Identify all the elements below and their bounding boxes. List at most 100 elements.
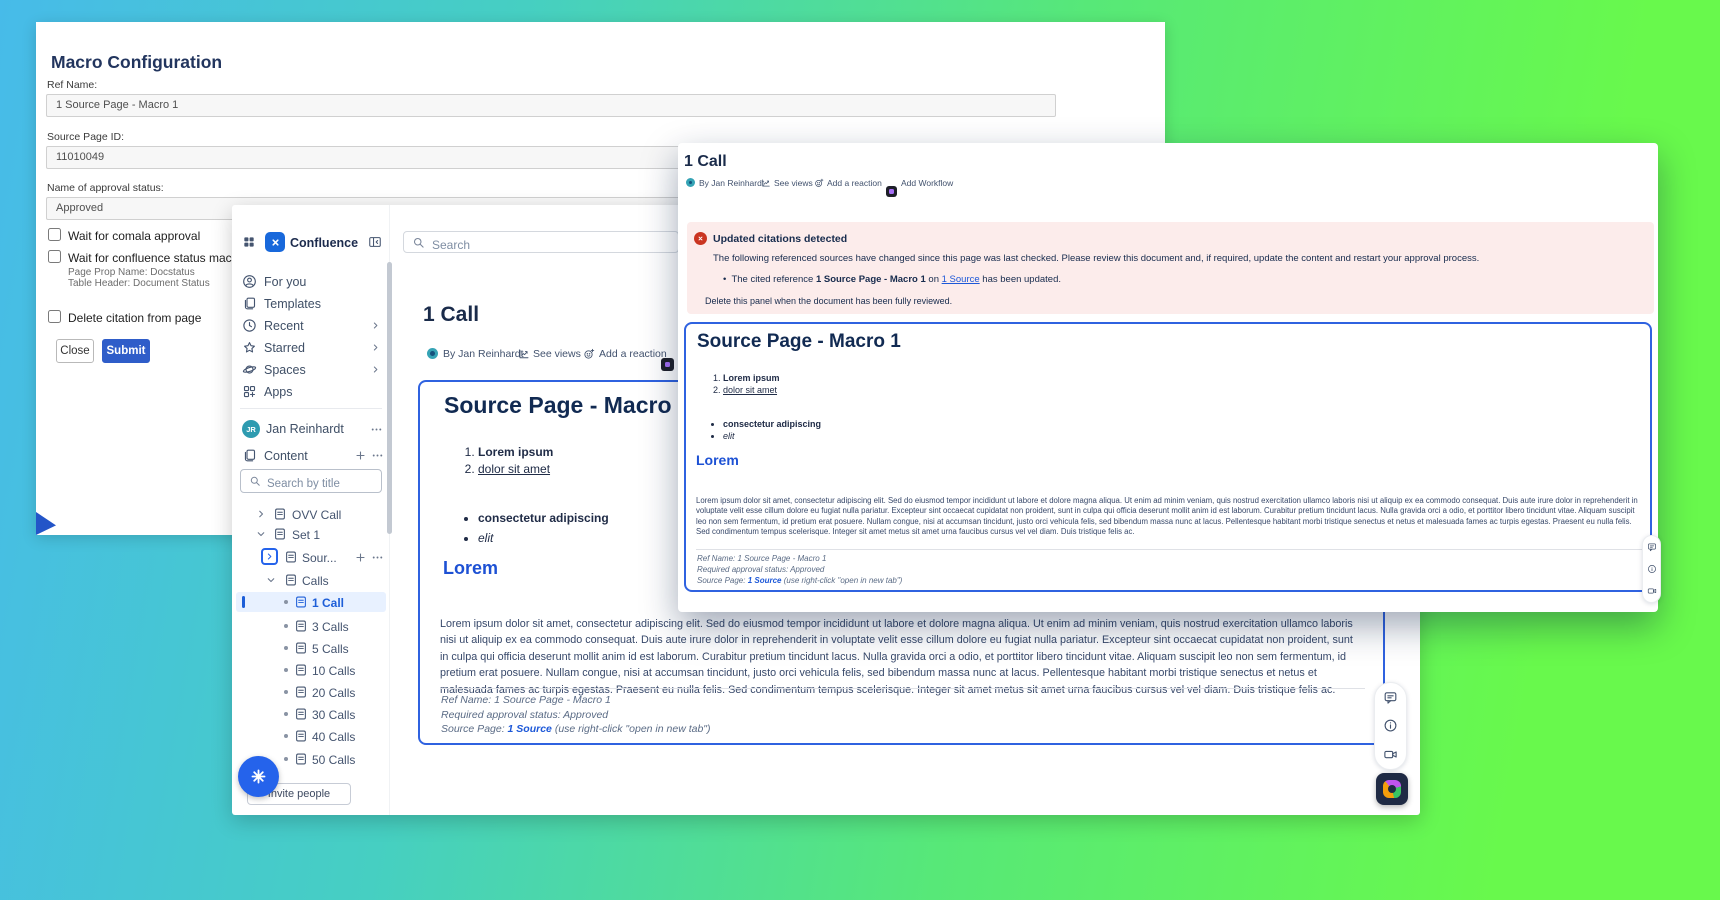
add-reaction-link[interactable]: Add a reaction: [827, 178, 882, 188]
workflow-app-icon[interactable]: [661, 358, 674, 371]
focused-chevron-button[interactable]: [261, 548, 278, 565]
sidebar-user-row[interactable]: JR Jan Reinhardt: [232, 419, 390, 441]
collapse-sidebar-icon[interactable]: [368, 235, 382, 249]
page-title: 1 Call: [423, 303, 480, 326]
confluence-logo[interactable]: [265, 232, 285, 252]
search-placeholder: Search: [432, 238, 471, 252]
chevron-down-icon[interactable]: [255, 528, 267, 540]
content-more-icon[interactable]: [371, 449, 384, 462]
rovo-spark-button[interactable]: [238, 756, 279, 797]
search-by-title-input[interactable]: Search by title: [240, 469, 382, 493]
add-reaction-icon[interactable]: [583, 348, 595, 360]
sidebar-item-recent[interactable]: Recent: [232, 315, 390, 336]
page-icon: [294, 729, 308, 743]
app-name: Confluence: [290, 236, 359, 250]
page-icon: [294, 685, 308, 699]
page-more-icon[interactable]: [371, 551, 384, 564]
source-link[interactable]: 1 Source: [941, 274, 980, 285]
ordered-item-link[interactable]: dolor sit amet: [478, 462, 551, 476]
bullet-dot: [284, 646, 288, 650]
source-link[interactable]: 1 Source: [507, 723, 552, 735]
tree-item-label: 3 Calls: [312, 620, 349, 634]
bullet-item-text: elit: [723, 431, 735, 441]
bullet-dot: [284, 624, 288, 628]
video-icon[interactable]: [1383, 747, 1398, 762]
ordered-item-link[interactable]: dolor sit amet: [723, 385, 778, 395]
tree-item-label: 10 Calls: [312, 664, 356, 678]
submit-button[interactable]: Submit: [102, 339, 150, 363]
info-icon[interactable]: [1647, 564, 1657, 574]
info-icon[interactable]: [1383, 718, 1398, 733]
add-content-icon[interactable]: [354, 449, 367, 462]
chevron-right-icon: [370, 364, 381, 375]
avatar: JR: [242, 420, 260, 438]
tree-item-50-calls[interactable]: 50 Calls: [232, 749, 390, 769]
wait-comala-checkbox[interactable]: [48, 228, 61, 241]
add-page-icon[interactable]: [354, 551, 367, 564]
comments-icon[interactable]: [1383, 690, 1398, 705]
tree-item-5-calls[interactable]: 5 Calls: [232, 638, 390, 658]
byline-author: By Jan Reinhardt: [443, 348, 524, 360]
sidebar-item-templates[interactable]: Templates: [232, 293, 390, 314]
tree-item-label: 30 Calls: [312, 708, 356, 722]
tree-item-40-calls[interactable]: 40 Calls: [232, 726, 390, 746]
bullet-dot: [284, 734, 288, 738]
chevron-right-icon[interactable]: [255, 508, 267, 520]
tree-item-1-call[interactable]: 1 Call: [236, 592, 386, 612]
chevron-right-icon: [264, 551, 275, 562]
tree-item-calls[interactable]: Calls: [232, 570, 390, 590]
sidebar-item-spaces[interactable]: Spaces: [232, 359, 390, 380]
sidebar-item-starred[interactable]: Starred: [232, 337, 390, 358]
tree-item-3-calls[interactable]: 3 Calls: [232, 616, 390, 636]
planet-icon: [242, 362, 257, 377]
byline-author: By Jan Reinhardt: [699, 178, 765, 188]
panel-divider: [696, 549, 1644, 550]
tree-item-source[interactable]: Sour...: [232, 546, 390, 568]
tree-item-20-calls[interactable]: 20 Calls: [232, 682, 390, 702]
tree-item-label: OVV Call: [292, 508, 342, 522]
see-views-link[interactable]: See views: [774, 178, 813, 188]
sidebar-content-header[interactable]: Content: [232, 445, 390, 466]
wait-confluence-macro-checkbox[interactable]: [48, 250, 61, 263]
chevron-right-icon: [370, 320, 381, 331]
page-icon: [284, 550, 298, 564]
see-views-link[interactable]: See views: [533, 348, 581, 360]
tree-item-ovv-call[interactable]: OVV Call: [232, 504, 390, 524]
add-workflow-link[interactable]: Add Workflow: [901, 178, 954, 188]
source-link[interactable]: 1 Source: [747, 576, 782, 585]
ref-name-input[interactable]: 1 Source Page - Macro 1: [46, 94, 1056, 117]
tree-item-30-calls[interactable]: 30 Calls: [232, 704, 390, 724]
ordered-item: Lorem ipsum: [723, 372, 780, 384]
add-reaction-link[interactable]: Add a reaction: [599, 348, 667, 360]
sidebar-item-apps[interactable]: Apps: [232, 381, 390, 402]
search-icon: [412, 236, 425, 249]
search-by-title-placeholder: Search by title: [267, 478, 340, 490]
sidebar-item-label: For you: [264, 275, 307, 289]
bullet-item: elit: [478, 528, 609, 548]
tree-item-set-1[interactable]: Set 1: [232, 524, 390, 544]
add-reaction-icon[interactable]: [814, 178, 824, 188]
video-icon[interactable]: [1647, 586, 1657, 596]
apps-grid-icon: [242, 384, 257, 399]
close-button[interactable]: Close: [56, 339, 94, 363]
bullet-item: consectetur adipiscing: [478, 508, 609, 528]
app-switcher-icon[interactable]: [242, 235, 256, 249]
chevron-down-icon[interactable]: [265, 574, 277, 586]
bullet-dot: [284, 712, 288, 716]
more-options-icon[interactable]: [370, 423, 383, 436]
page-icon: [294, 595, 308, 609]
comments-icon[interactable]: [1647, 542, 1657, 552]
panel-subheading: Lorem: [696, 452, 739, 468]
rovo-chat-button[interactable]: [1376, 773, 1408, 805]
ordered-item-text: Lorem ipsum: [723, 373, 780, 383]
tree-item-10-calls[interactable]: 10 Calls: [232, 660, 390, 680]
sidebar-scrollbar[interactable]: [387, 262, 392, 534]
updated-citations-alert: Updated citations detected The following…: [687, 222, 1654, 314]
panel-heading: Source Page - Macro 1: [444, 392, 691, 418]
bullet-dot-char: •: [723, 274, 732, 285]
sidebar-item-for-you[interactable]: For you: [232, 271, 390, 292]
page-icon: [294, 619, 308, 633]
delete-citation-checkbox[interactable]: [48, 310, 61, 323]
workflow-app-icon: [886, 186, 897, 197]
page-search-input[interactable]: Search: [403, 231, 679, 253]
